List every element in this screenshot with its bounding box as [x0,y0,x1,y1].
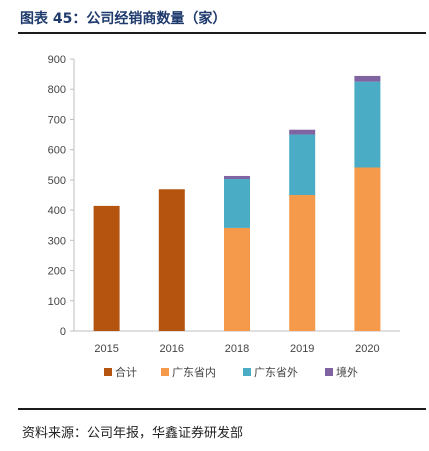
bar-segment [224,178,250,228]
x-tick-label: 2020 [355,343,379,355]
y-tick-label: 400 [48,205,66,217]
y-tick-label: 900 [48,54,66,66]
source-note: 资料来源：公司年报，华鑫证券研发部 [22,426,244,441]
y-tick-label: 0 [60,326,66,338]
y-tick-label: 300 [48,235,66,247]
legend-swatch [325,368,333,376]
top-rule [18,32,426,34]
y-tick-label: 200 [48,266,66,278]
dealer-count-chart: 0 100 200 300 400 500 600 700 800 900 2015 2016 2018… [48,54,400,379]
bottom-rule [18,408,426,410]
bar-segment [354,81,381,168]
legend-label: 合计 [115,365,137,379]
x-tick-label: 2016 [160,343,184,355]
y-tick-label: 100 [48,296,66,308]
y-tick-label: 800 [48,84,66,96]
legend-swatch [104,368,112,376]
bar-segment [224,175,250,179]
y-tick-label: 500 [48,175,66,187]
y-tick-label: 600 [48,145,66,157]
bar-segment [354,75,381,82]
bar-segment [158,189,185,331]
x-tick-label: 2018 [225,343,249,355]
legend-label: 广东省外 [254,366,298,379]
bar-segment [93,205,120,331]
bar-segment [354,167,381,331]
legend-label: 境外 [336,365,358,379]
figure-title: 图表 45：公司经销商数量（家） [20,11,227,27]
x-tick-label: 2015 [94,343,118,355]
x-tick-label: 2019 [290,343,314,355]
y-tick-label: 700 [48,114,66,126]
bar-segment [224,227,250,331]
legend-swatch [161,368,169,376]
bar-segment [289,134,316,195]
bar-segment [289,129,316,135]
legend-label: 广东省内 [172,365,216,379]
bar-segment [289,195,316,331]
legend-swatch [243,368,251,376]
